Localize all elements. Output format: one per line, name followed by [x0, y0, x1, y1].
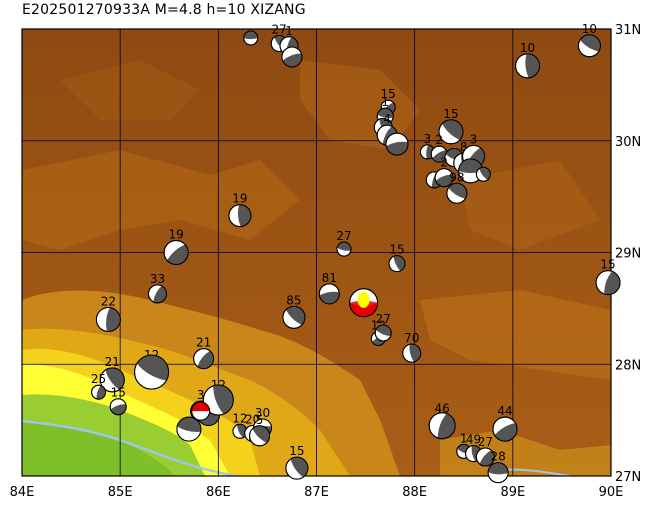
event-beachball — [109, 398, 127, 416]
axis-tick-labels: 84E 85E 86E 87E 88E 89E 90E 31N 30N 29N 28N 27N — [10, 23, 642, 500]
event-depth-label: 98 — [449, 170, 464, 184]
event-depth-label: 15 — [381, 87, 396, 101]
event-beachball — [595, 270, 621, 296]
event-depth-label: 12 — [232, 411, 247, 425]
event-depth-label: 44 — [497, 404, 512, 418]
event-beachball — [228, 204, 252, 228]
event-depth-label: 22 — [101, 295, 116, 309]
event-beachball — [577, 34, 601, 58]
event-depth-label: 19 — [168, 228, 183, 242]
event-depth-label: 5 — [256, 413, 264, 427]
event-beachball — [336, 241, 352, 257]
event-beachball — [99, 367, 125, 393]
lon-tick-label: 85E — [108, 485, 133, 500]
event-depth-label: 15 — [600, 258, 615, 272]
event-depth-label: 19 — [232, 192, 247, 206]
lon-tick-label: 90E — [599, 485, 624, 500]
event-depth-label: 1 — [381, 95, 389, 109]
event-beachball — [243, 30, 259, 46]
map-title: E202501270933A M=4.8 h=10 XIZANG — [22, 2, 306, 18]
event-beachball — [318, 283, 340, 305]
event-depth-label: 21 — [196, 336, 211, 350]
event-depth-label: 1 — [460, 431, 468, 445]
event-depth-label: 49 — [466, 433, 481, 447]
event-beachball-large — [492, 416, 518, 442]
event-beachball — [285, 456, 309, 480]
lon-tick-label: 88E — [402, 485, 427, 500]
event-depth-label: 27 — [272, 23, 287, 37]
event-beachball — [446, 182, 468, 204]
event-beachball — [515, 53, 541, 79]
event-depth-label: 25 — [91, 372, 106, 386]
event-beachball — [475, 166, 491, 182]
event-depth-label: 10 — [520, 41, 535, 55]
lat-tick-label: 29N — [615, 247, 641, 262]
event-depth-label: 27 — [336, 229, 351, 243]
event-beachball-large — [134, 354, 170, 390]
event-beachball-large — [202, 384, 234, 416]
event-beachball — [147, 284, 167, 304]
event-depth-label: 15 — [111, 386, 126, 400]
event-beachball — [163, 240, 189, 265]
event-depth-label: 27 — [376, 312, 391, 326]
map-frame — [21, 28, 612, 477]
event-depth-label: 33 — [150, 272, 165, 286]
event-depth-label: 15 — [443, 107, 458, 121]
lat-tick-label: 28N — [615, 358, 641, 373]
red-event-symbol — [191, 401, 211, 421]
lat-tick-label: 30N — [615, 135, 641, 150]
lon-tick-label: 86E — [206, 485, 231, 500]
event-depth-label: 85 — [286, 293, 301, 307]
event-beachball — [385, 132, 409, 156]
event-depth-label: 4 — [383, 112, 391, 126]
event-depth-label: 21 — [105, 355, 120, 369]
event-beachball — [434, 168, 454, 188]
lat-tick-label: 27N — [615, 470, 641, 485]
event-depth-label: 10 — [582, 22, 597, 36]
event-depth-label: 2 — [435, 133, 443, 147]
event-depth-label: 15 — [389, 243, 404, 257]
event-beachball — [388, 255, 406, 273]
lat-tick-label: 31N — [615, 23, 641, 38]
lon-tick-label: 84E — [10, 485, 35, 500]
event-depth-label: 3 — [197, 388, 205, 402]
event-beachball — [281, 46, 303, 68]
event-depth-label: 27 — [478, 435, 493, 449]
event-beachball — [402, 343, 422, 363]
event-beachball — [475, 447, 495, 467]
event-beachball — [282, 305, 306, 329]
event-depth-label: 70 — [404, 331, 419, 345]
event-depth-label: 8 — [460, 140, 468, 154]
event-beachball-large — [428, 412, 456, 440]
event-beachball — [176, 416, 202, 442]
event-depth-label: 46 — [435, 402, 450, 416]
event-beachball — [430, 145, 448, 163]
event-beachball — [193, 348, 215, 370]
event-beachball — [374, 324, 392, 342]
lon-tick-label: 89E — [500, 485, 525, 500]
event-depth-label: 30 — [255, 406, 270, 420]
event-depth-label: 15 — [289, 444, 304, 458]
event-beachball — [91, 384, 107, 400]
event-depth-label: 3 — [424, 132, 432, 146]
event-beachball — [249, 425, 271, 447]
main-event-beachball — [191, 288, 379, 421]
event-depth-label: 28 — [490, 450, 505, 464]
event-beachball — [487, 462, 509, 484]
event-depth-label: 3 — [470, 132, 478, 146]
event-beachball — [438, 119, 464, 145]
main-event-symbol — [349, 288, 379, 318]
event-depth-label: 81 — [322, 271, 337, 285]
event-depth-label: 2 — [440, 156, 448, 170]
lon-tick-label: 87E — [304, 485, 329, 500]
event-depth-label: 1 — [285, 24, 293, 38]
event-beachball — [95, 307, 121, 333]
